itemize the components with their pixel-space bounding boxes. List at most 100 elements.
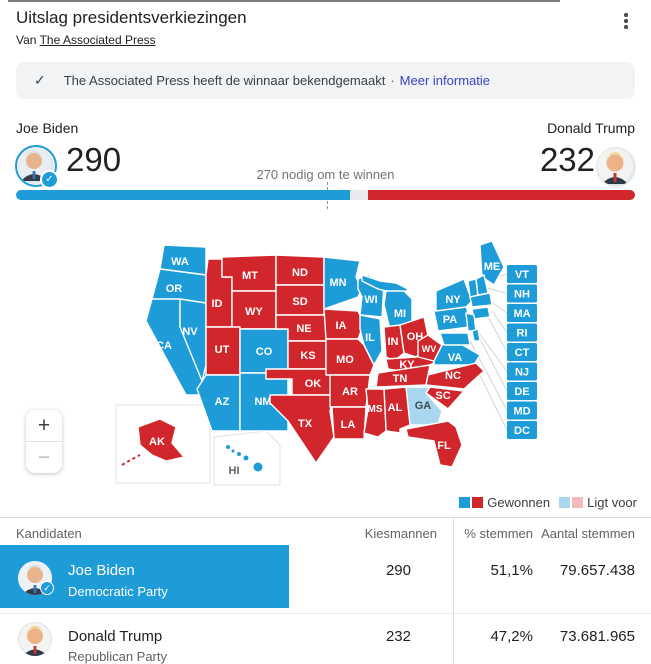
row-pct: 51,1% [490, 562, 533, 579]
banner-separator: · [390, 73, 395, 88]
state-label-IA: IA [336, 320, 347, 332]
trump-table-avatar [18, 622, 52, 656]
more-info-link[interactable]: Meer informatie [399, 73, 490, 88]
state-label-IL: IL [365, 332, 375, 344]
top-divider [8, 0, 560, 2]
callout-state-DE[interactable] [507, 382, 537, 400]
state-label-WI: WI [364, 294, 377, 306]
state-HI[interactable] [226, 445, 230, 449]
page-title: Uitslag presidentsverkiezingen [16, 8, 247, 27]
state-label-KS: KS [300, 350, 315, 362]
state-label-NC: NC [445, 370, 461, 382]
state-label-HI: HI [229, 465, 240, 477]
callout-state-VT[interactable] [507, 265, 537, 283]
callout-label-MD: MD [513, 406, 530, 418]
state-label-MI: MI [394, 308, 406, 320]
callout-state-NJ[interactable] [507, 362, 537, 381]
state-label-WV: WV [422, 344, 437, 354]
state-LA[interactable] [331, 406, 367, 440]
state-label-GA: GA [415, 400, 432, 412]
state-IL[interactable] [359, 314, 383, 366]
state-MS[interactable] [363, 388, 387, 438]
threshold-marker [326, 182, 328, 190]
callout-state-MA[interactable] [507, 304, 537, 322]
state-ME[interactable] [479, 240, 505, 286]
callout-label-NH: NH [514, 289, 530, 301]
callout-state-DC[interactable] [507, 421, 537, 439]
legend-won: Gewonnen [459, 495, 550, 510]
state-NJ[interactable] [465, 312, 477, 332]
bar-dem-segment [16, 190, 350, 200]
state-NV[interactable] [179, 298, 207, 382]
trump-face-icon [18, 622, 52, 656]
callout-label-DC: DC [514, 425, 530, 437]
state-label-IN: IN [388, 336, 399, 348]
ak-aleutians [121, 454, 141, 466]
state-label-AR: AR [342, 386, 358, 398]
callout-state-MD[interactable] [507, 401, 537, 420]
callout-leader-line [491, 310, 508, 333]
state-label-ND: ND [292, 267, 308, 279]
callout-label-NJ: NJ [515, 367, 529, 379]
row-votes: 73.681.965 [559, 628, 635, 645]
state-HI[interactable] [237, 452, 241, 456]
state-label-NV: NV [182, 326, 198, 338]
state-label-SC: SC [435, 390, 450, 402]
state-MD[interactable] [439, 332, 471, 346]
legend-leading: Ligt voor [559, 495, 637, 510]
state-AK[interactable] [137, 418, 185, 462]
map-zoom-control: + − [26, 410, 62, 473]
us-election-map[interactable]: WA OR CA NV ID MT WY UT CO AZ NM ND SD NE KS OK TX MN IA MO… [112, 233, 542, 493]
results-table: Kandidaten Kiesmannen % stemmen Aantal s… [0, 517, 651, 664]
state-DE[interactable] [471, 328, 481, 342]
state-label-OR: OR [166, 283, 183, 295]
state-HI[interactable] [231, 449, 235, 453]
callout-state-NH[interactable] [507, 284, 537, 303]
callout-state-CT[interactable] [507, 343, 537, 361]
state-label-MN: MN [329, 277, 346, 289]
threshold-note: 270 nodig om te winnen [256, 167, 395, 182]
trump-face-icon [597, 148, 633, 184]
col-header-pct: % stemmen [464, 526, 533, 541]
callout-state-RI[interactable] [507, 323, 537, 342]
state-HI[interactable] [253, 462, 263, 472]
byline: Van The Associated Press [16, 33, 156, 47]
state-FL[interactable] [405, 420, 463, 468]
callout-leader-line [487, 316, 508, 353]
row-electors: 232 [385, 628, 411, 645]
candidate-name-left: Joe Biden [16, 120, 79, 136]
winner-check-badge: ✓ [40, 581, 54, 595]
row-electors: 290 [385, 562, 411, 579]
row-divider [0, 613, 651, 614]
zoom-out-button[interactable]: − [37, 445, 51, 469]
callout-label-VT: VT [515, 269, 529, 281]
callout-leader-line [483, 286, 508, 294]
state-AZ[interactable] [196, 374, 241, 432]
col-header-candidates: Kandidaten [16, 526, 82, 541]
state-HI[interactable] [243, 455, 249, 461]
state-IN[interactable] [383, 324, 405, 362]
source-link[interactable]: The Associated Press [39, 33, 156, 47]
state-label-LA: LA [341, 419, 356, 431]
state-label-SD: SD [292, 296, 307, 308]
kebab-menu-icon[interactable] [617, 10, 635, 32]
state-label-WA: WA [171, 256, 189, 268]
state-label-NY: NY [445, 294, 461, 306]
zoom-in-button[interactable]: + [26, 410, 62, 442]
state-NC[interactable] [425, 362, 485, 390]
column-divider [453, 518, 454, 664]
row-name[interactable]: Donald Trump [68, 628, 163, 645]
state-NY[interactable] [435, 278, 473, 312]
state-MA[interactable] [469, 292, 493, 308]
row-party: Republican Party [68, 649, 167, 664]
bar-remaining-segment [349, 190, 369, 200]
callout-leader-line [475, 328, 508, 372]
state-label-NE: NE [296, 323, 311, 335]
row-name[interactable]: Joe Biden [68, 562, 135, 579]
winner-banner: ✓ The Associated Press heeft de winnaar … [16, 62, 635, 99]
legend-lead-dem-swatch [559, 497, 571, 508]
trump-avatar [596, 147, 636, 187]
state-label-TN: TN [393, 373, 408, 385]
state-label-CO: CO [256, 346, 273, 358]
winner-check-badge: ✓ [40, 170, 59, 189]
